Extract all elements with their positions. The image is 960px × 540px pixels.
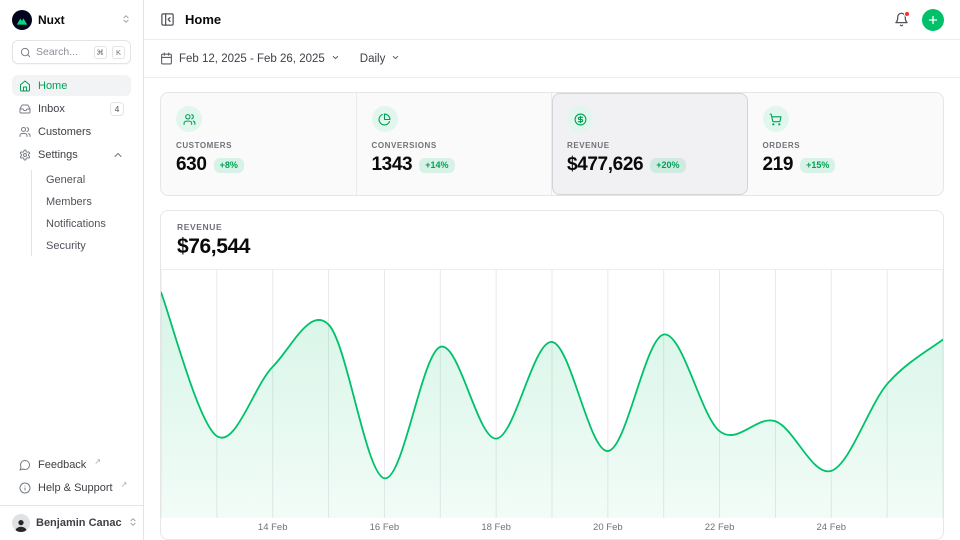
inbox-icon	[19, 103, 31, 115]
message-circle-icon	[19, 459, 31, 471]
user-name: Benjamin Canac	[36, 517, 122, 529]
avatar	[12, 514, 30, 532]
user-menu[interactable]: Benjamin Canac	[0, 505, 143, 540]
feedback-link[interactable]: Feedback ↗	[12, 454, 131, 475]
stat-label: Customers	[176, 141, 341, 150]
home-icon	[19, 80, 31, 92]
workspace-name: Nuxt	[38, 13, 65, 27]
chevron-down-icon	[331, 53, 340, 65]
stat-value: 630	[176, 154, 207, 176]
x-tick-label: 14 Feb	[258, 522, 288, 533]
footer-link-label: Help & Support	[38, 482, 113, 494]
gear-icon	[19, 149, 31, 161]
chart-title: Revenue	[177, 222, 927, 232]
stat-label: Revenue	[567, 141, 733, 150]
help-support-link[interactable]: Help & Support ↗	[12, 477, 131, 498]
x-axis: 14 Feb 16 Feb 18 Feb 20 Feb 22 Feb 24 Feb	[161, 518, 943, 539]
stat-label: Orders	[763, 141, 929, 150]
nuxt-logo-icon	[12, 10, 32, 30]
sidebar-item-label: Inbox	[38, 103, 65, 115]
plus-icon	[927, 14, 939, 26]
pie-chart-icon	[372, 106, 398, 132]
stat-card-revenue[interactable]: Revenue $477,626 +20%	[552, 93, 748, 195]
sidebar-subitem-security[interactable]: Security	[42, 236, 131, 256]
chart-total-value: $76,544	[177, 235, 927, 259]
sidebar-item-customers[interactable]: Customers	[12, 121, 131, 142]
main-area: Home Feb 12, 2025 - Feb 26, 2025 Daily	[144, 0, 960, 540]
panel-left-close-icon	[160, 12, 175, 27]
x-tick-label: 24 Feb	[816, 522, 846, 533]
x-tick-label: 20 Feb	[593, 522, 623, 533]
collapse-sidebar-button[interactable]	[160, 12, 175, 27]
stat-value: 219	[763, 154, 794, 176]
x-tick-label: 16 Feb	[370, 522, 400, 533]
x-tick-label: 18 Feb	[481, 522, 511, 533]
footer-link-label: Feedback	[38, 459, 86, 471]
page-content: Customers 630 +8% Conversions 1343 +14%	[144, 78, 960, 540]
date-range-picker[interactable]: Feb 12, 2025 - Feb 26, 2025	[160, 52, 340, 65]
stat-card-conversions[interactable]: Conversions 1343 +14%	[357, 93, 553, 195]
app-window: Nuxt ⌘ K Home Inbox 4 Customers	[0, 0, 960, 540]
external-link-icon: ↗	[94, 457, 101, 466]
stat-card-customers[interactable]: Customers 630 +8%	[161, 93, 357, 195]
date-range-label: Feb 12, 2025 - Feb 26, 2025	[179, 53, 325, 65]
kbd-cmd: ⌘	[94, 46, 108, 59]
stat-delta-badge: +8%	[214, 158, 244, 173]
sidebar-nav: Home Inbox 4 Customers Settings General	[0, 75, 143, 256]
notifications-button[interactable]	[894, 12, 909, 27]
sidebar-subitem-general[interactable]: General	[42, 170, 131, 190]
external-link-icon: ↗	[121, 480, 128, 489]
info-icon	[19, 482, 31, 494]
users-icon	[176, 106, 202, 132]
period-select[interactable]: Daily	[360, 53, 401, 65]
sidebar-item-label: Home	[38, 80, 67, 92]
filters-toolbar: Feb 12, 2025 - Feb 26, 2025 Daily	[144, 40, 960, 78]
cart-icon	[763, 106, 789, 132]
search-box[interactable]: ⌘ K	[12, 40, 131, 64]
sidebar-item-inbox[interactable]: Inbox 4	[12, 98, 131, 119]
chevrons-up-down-icon	[121, 11, 131, 29]
sidebar-item-home[interactable]: Home	[12, 75, 131, 96]
stat-delta-badge: +20%	[650, 158, 685, 173]
sidebar-footer: Feedback ↗ Help & Support ↗	[0, 454, 143, 505]
period-label: Daily	[360, 53, 386, 65]
page-header: Home	[144, 0, 960, 40]
kbd-k: K	[112, 46, 125, 59]
notification-dot	[904, 11, 910, 17]
settings-submenu: General Members Notifications Security	[31, 170, 131, 256]
users-icon	[19, 126, 31, 138]
chevron-down-icon	[391, 53, 400, 65]
chevrons-up-down-icon	[128, 514, 138, 532]
calendar-icon	[160, 52, 173, 65]
chart-plot-area[interactable]	[161, 270, 943, 518]
sidebar-item-label: Customers	[38, 126, 91, 138]
x-tick-label: 22 Feb	[705, 522, 735, 533]
sidebar: Nuxt ⌘ K Home Inbox 4 Customers	[0, 0, 144, 540]
stat-card-orders[interactable]: Orders 219 +15%	[748, 93, 944, 195]
page-title: Home	[185, 12, 221, 27]
workspace-switcher[interactable]: Nuxt	[0, 0, 143, 39]
sidebar-subitem-notifications[interactable]: Notifications	[42, 214, 131, 234]
chart-header: Revenue $76,544	[161, 211, 943, 270]
stat-value: 1343	[372, 154, 413, 176]
stat-delta-badge: +14%	[419, 158, 454, 173]
chevron-up-icon	[112, 149, 124, 161]
dollar-circle-icon	[567, 106, 593, 132]
revenue-chart-card: Revenue $76,544 14 Feb 16 Feb 18 Feb 20 Feb…	[160, 210, 944, 540]
sidebar-item-label: Settings	[38, 149, 78, 161]
stat-delta-badge: +15%	[800, 158, 835, 173]
sidebar-subitem-members[interactable]: Members	[42, 192, 131, 212]
inbox-count-badge: 4	[110, 102, 124, 116]
search-icon	[20, 47, 31, 58]
revenue-chart	[161, 270, 943, 518]
stat-value: $477,626	[567, 154, 643, 176]
stats-panel: Customers 630 +8% Conversions 1343 +14%	[160, 92, 944, 196]
add-button[interactable]	[922, 9, 944, 31]
stat-label: Conversions	[372, 141, 537, 150]
sidebar-item-settings[interactable]: Settings	[12, 144, 131, 165]
search-input[interactable]	[36, 46, 89, 58]
